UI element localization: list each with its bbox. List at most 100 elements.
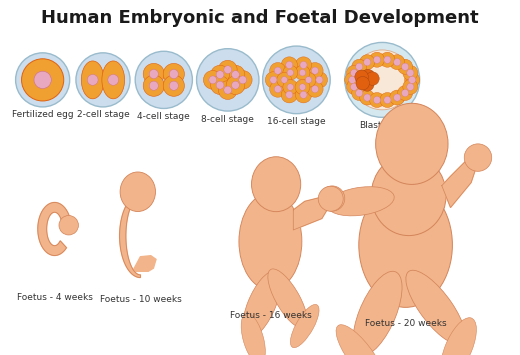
Ellipse shape bbox=[380, 93, 395, 108]
Text: Blastocyst: Blastocyst bbox=[359, 121, 406, 130]
Ellipse shape bbox=[277, 72, 292, 87]
Ellipse shape bbox=[102, 61, 125, 99]
Ellipse shape bbox=[295, 80, 310, 94]
Ellipse shape bbox=[270, 76, 277, 83]
Polygon shape bbox=[293, 196, 331, 230]
Ellipse shape bbox=[345, 43, 420, 117]
Ellipse shape bbox=[350, 69, 358, 76]
Ellipse shape bbox=[163, 75, 185, 96]
Ellipse shape bbox=[224, 86, 232, 94]
Ellipse shape bbox=[299, 70, 306, 76]
Ellipse shape bbox=[34, 71, 51, 88]
Ellipse shape bbox=[384, 56, 391, 63]
Ellipse shape bbox=[287, 70, 294, 76]
Ellipse shape bbox=[149, 81, 159, 90]
Ellipse shape bbox=[363, 94, 371, 101]
Ellipse shape bbox=[350, 83, 358, 91]
Ellipse shape bbox=[352, 50, 412, 110]
Ellipse shape bbox=[320, 186, 345, 211]
Ellipse shape bbox=[305, 77, 312, 83]
Ellipse shape bbox=[281, 87, 297, 103]
Ellipse shape bbox=[407, 69, 414, 76]
Ellipse shape bbox=[283, 65, 298, 80]
Polygon shape bbox=[120, 194, 140, 278]
Ellipse shape bbox=[233, 71, 252, 89]
Ellipse shape bbox=[366, 72, 379, 85]
Ellipse shape bbox=[370, 52, 384, 67]
Ellipse shape bbox=[345, 72, 360, 87]
Ellipse shape bbox=[327, 187, 394, 216]
Ellipse shape bbox=[407, 83, 414, 91]
Ellipse shape bbox=[239, 193, 302, 290]
Ellipse shape bbox=[299, 84, 306, 90]
Ellipse shape bbox=[355, 70, 368, 83]
Ellipse shape bbox=[295, 87, 311, 103]
Ellipse shape bbox=[348, 76, 356, 83]
Ellipse shape bbox=[318, 186, 343, 211]
Ellipse shape bbox=[81, 61, 104, 99]
Ellipse shape bbox=[274, 86, 281, 93]
Ellipse shape bbox=[197, 49, 259, 111]
Ellipse shape bbox=[287, 84, 294, 90]
Text: 16-cell stage: 16-cell stage bbox=[267, 117, 326, 126]
Ellipse shape bbox=[405, 72, 420, 87]
Ellipse shape bbox=[356, 89, 363, 97]
Ellipse shape bbox=[311, 86, 319, 93]
Ellipse shape bbox=[285, 61, 293, 69]
Ellipse shape bbox=[265, 72, 281, 88]
Ellipse shape bbox=[108, 75, 119, 85]
Ellipse shape bbox=[203, 71, 222, 89]
Ellipse shape bbox=[370, 93, 384, 108]
Ellipse shape bbox=[352, 59, 367, 74]
Ellipse shape bbox=[16, 53, 70, 107]
Ellipse shape bbox=[290, 305, 319, 348]
Ellipse shape bbox=[363, 59, 371, 66]
Ellipse shape bbox=[216, 81, 224, 89]
Ellipse shape bbox=[360, 55, 375, 70]
Ellipse shape bbox=[59, 215, 79, 235]
Ellipse shape bbox=[371, 154, 446, 236]
Ellipse shape bbox=[295, 57, 311, 73]
Ellipse shape bbox=[143, 64, 164, 84]
Ellipse shape bbox=[283, 80, 298, 94]
Ellipse shape bbox=[263, 46, 330, 114]
Ellipse shape bbox=[403, 80, 418, 94]
Ellipse shape bbox=[218, 81, 237, 99]
Ellipse shape bbox=[239, 76, 246, 84]
Text: 8-cell stage: 8-cell stage bbox=[201, 115, 254, 124]
Ellipse shape bbox=[389, 55, 405, 70]
Ellipse shape bbox=[464, 144, 492, 171]
Ellipse shape bbox=[346, 80, 361, 94]
Ellipse shape bbox=[375, 103, 448, 184]
Ellipse shape bbox=[360, 90, 375, 105]
Text: 4-cell stage: 4-cell stage bbox=[137, 112, 190, 121]
Ellipse shape bbox=[295, 65, 310, 80]
Ellipse shape bbox=[231, 81, 239, 89]
Ellipse shape bbox=[357, 73, 370, 87]
Text: Fertilized egg: Fertilized egg bbox=[12, 110, 73, 120]
Ellipse shape bbox=[352, 86, 367, 100]
Ellipse shape bbox=[359, 182, 452, 307]
Ellipse shape bbox=[307, 81, 323, 97]
Ellipse shape bbox=[301, 72, 316, 87]
Ellipse shape bbox=[216, 71, 224, 78]
Ellipse shape bbox=[281, 77, 288, 83]
Ellipse shape bbox=[380, 52, 395, 67]
Ellipse shape bbox=[356, 63, 363, 70]
Polygon shape bbox=[133, 256, 156, 271]
Ellipse shape bbox=[270, 62, 286, 79]
Ellipse shape bbox=[373, 97, 381, 104]
Ellipse shape bbox=[274, 67, 281, 74]
Ellipse shape bbox=[211, 76, 229, 94]
Text: 2-cell stage: 2-cell stage bbox=[76, 110, 129, 120]
Text: Foetus - 16 weeks: Foetus - 16 weeks bbox=[229, 311, 311, 320]
Ellipse shape bbox=[300, 91, 307, 98]
Ellipse shape bbox=[226, 76, 245, 94]
Ellipse shape bbox=[373, 56, 381, 63]
Ellipse shape bbox=[394, 59, 401, 66]
Ellipse shape bbox=[211, 65, 229, 84]
Ellipse shape bbox=[406, 270, 465, 344]
Text: Foetus - 10 weeks: Foetus - 10 weeks bbox=[99, 295, 181, 304]
Ellipse shape bbox=[353, 271, 402, 355]
Ellipse shape bbox=[311, 72, 328, 88]
